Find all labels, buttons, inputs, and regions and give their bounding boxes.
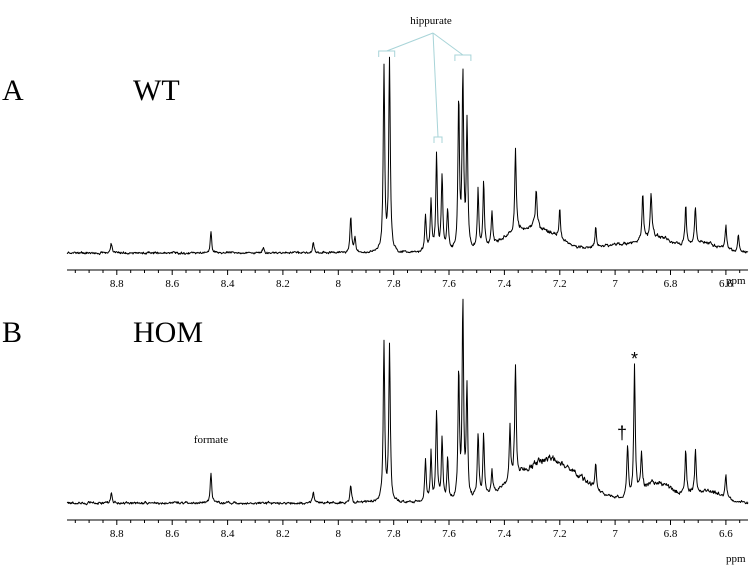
panel-b-annotation-dagger: † xyxy=(617,423,627,443)
panel-a-x-tick-label: 6.6 xyxy=(719,278,733,290)
panel-a-hippurate-connector xyxy=(386,32,434,52)
panel-a-annotation-hippurate: hippurate xyxy=(410,15,452,27)
panel-a-x-ticks: 8.8 8.6 8.4 8.2 8 7.8 7.6 7.4 7.2 7 6.8 6.6 xyxy=(74,270,741,290)
panel-a-x-tick-label: 7.2 xyxy=(553,278,567,290)
panel-b-x-tick-label: 7.6 xyxy=(442,528,456,540)
panel-a-label: WT xyxy=(133,74,180,107)
panel-a-x-tick-label: 6.8 xyxy=(664,278,678,290)
panel-a-annotations: hippurate xyxy=(378,15,472,143)
panel-a-hippurate-bracket xyxy=(454,54,472,61)
panel-b-x-tick-label: 7.4 xyxy=(498,528,512,540)
panel-b-spectrum-trace xyxy=(66,298,749,506)
panel-a-x-tick-label: 7.6 xyxy=(442,278,456,290)
panel-a-hippurate-connector xyxy=(432,32,464,56)
panel-a-x-tick-label: 7.4 xyxy=(498,278,512,290)
panel-a-x-tick-label: 8.6 xyxy=(165,278,179,290)
panel-a-hippurate-bracket xyxy=(433,136,443,143)
panel-a-wt: A WT hippurate 8.8 8.6 8.4 8.2 8 7.8 7.6 7.4 7.2… xyxy=(2,15,749,290)
panel-a-x-tick-label: 8.4 xyxy=(221,278,235,290)
panel-a-spectrum-trace xyxy=(66,56,749,256)
panel-b-annotation-asterisk: * xyxy=(631,349,638,369)
panel-b-hom: B HOM formate † * 8.8 8.6 8.4 8.2 8 7.8 7.6 7.4 7.… xyxy=(2,298,749,565)
panel-b-label: HOM xyxy=(133,316,203,349)
panel-a-hippurate-connector xyxy=(432,32,439,138)
panel-b-x-tick-label: 8 xyxy=(336,528,342,540)
panel-b-annotation-formate: formate xyxy=(194,434,228,446)
panel-b-x-tick-label: 7 xyxy=(612,528,618,540)
panel-b-annotations: formate † * xyxy=(194,349,638,446)
panel-a-x-tick-label: 8.8 xyxy=(110,278,124,290)
panel-b-letter: B xyxy=(2,316,22,349)
panel-b-x-tick-label: 6.8 xyxy=(664,528,678,540)
panel-a-x-tick-label: 7 xyxy=(612,278,618,290)
panel-a-letter: A xyxy=(2,74,24,107)
panel-a-x-tick-label: 8.2 xyxy=(276,278,290,290)
panel-b-x-tick-label: 8.2 xyxy=(276,528,290,540)
panel-b-x-tick-label: 7.8 xyxy=(387,528,401,540)
panel-a-hippurate-bracket xyxy=(378,50,396,57)
panel-b-x-tick-label: 8.8 xyxy=(110,528,124,540)
panel-b-x-ticks: 8.8 8.6 8.4 8.2 8 7.8 7.6 7.4 7.2 7 6.8 6.6 xyxy=(74,520,741,540)
panel-b-x-tick-label: 7.2 xyxy=(553,528,567,540)
panel-b-x-tick-label: 8.4 xyxy=(221,528,235,540)
panel-b-x-tick-label: 8.6 xyxy=(165,528,179,540)
panel-a-x-axis-label: ppm xyxy=(726,275,746,287)
panel-a-x-tick-label: 8 xyxy=(336,278,342,290)
panel-b-x-axis-label: ppm xyxy=(726,553,746,565)
panel-a-x-tick-label: 7.8 xyxy=(387,278,401,290)
panel-b-x-tick-label: 6.6 xyxy=(719,528,733,540)
